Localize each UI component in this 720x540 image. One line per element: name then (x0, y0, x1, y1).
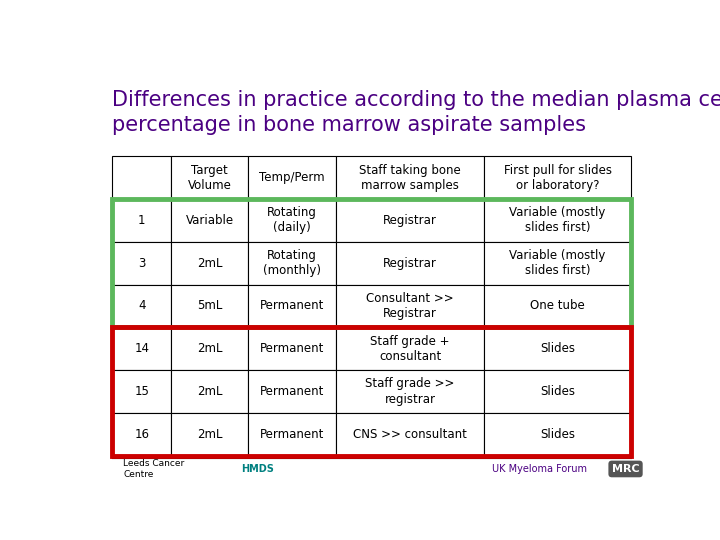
Bar (248, 199, 336, 242)
Text: Rotating
(monthly): Rotating (monthly) (264, 249, 321, 277)
Text: Slides: Slides (540, 428, 575, 441)
Bar (112, 242, 171, 285)
Text: Leeds Cancer
Centre: Leeds Cancer Centre (124, 459, 185, 478)
Bar (336, 242, 484, 285)
Text: 16: 16 (135, 428, 149, 441)
Text: 2mL: 2mL (197, 385, 222, 398)
Bar (112, 199, 171, 242)
Text: Staff grade +
consultant: Staff grade + consultant (370, 335, 450, 363)
Text: Permanent: Permanent (260, 300, 325, 313)
Bar (484, 285, 631, 327)
Text: MRC: MRC (612, 464, 639, 474)
Text: 3: 3 (138, 256, 145, 269)
Text: Permanent: Permanent (260, 385, 325, 398)
Bar (248, 370, 336, 413)
Bar (336, 285, 484, 327)
Bar (336, 327, 484, 370)
Bar (336, 413, 484, 456)
Bar (171, 370, 248, 413)
Bar (112, 199, 631, 327)
Text: 2mL: 2mL (197, 428, 222, 441)
Text: Variable (mostly
slides first): Variable (mostly slides first) (509, 206, 606, 234)
Bar (484, 199, 631, 242)
Text: Permanent: Permanent (260, 342, 325, 355)
Bar (171, 199, 248, 242)
Bar (248, 242, 336, 285)
Bar (112, 285, 171, 327)
Bar (336, 199, 484, 242)
Bar (484, 156, 631, 199)
Text: Target
Volume: Target Volume (188, 164, 232, 192)
Text: 15: 15 (135, 385, 149, 398)
Bar (171, 156, 248, 199)
Bar (336, 370, 484, 413)
Bar (484, 413, 631, 456)
Text: CNS >> consultant: CNS >> consultant (354, 428, 467, 441)
Bar (112, 370, 171, 413)
Text: 1: 1 (138, 214, 145, 227)
Text: Staff grade >>
registrar: Staff grade >> registrar (366, 377, 455, 406)
Text: 5mL: 5mL (197, 300, 222, 313)
Bar (171, 413, 248, 456)
Bar (248, 413, 336, 456)
Bar (248, 327, 336, 370)
Bar (112, 156, 171, 199)
Text: 2mL: 2mL (197, 342, 222, 355)
Text: Slides: Slides (540, 385, 575, 398)
Bar (248, 156, 336, 199)
Bar (171, 327, 248, 370)
Text: Temp/Perm: Temp/Perm (259, 171, 325, 184)
Bar (484, 370, 631, 413)
Text: Variable: Variable (186, 214, 234, 227)
Text: HMDS: HMDS (240, 464, 274, 474)
Bar (112, 327, 631, 456)
Bar (112, 327, 171, 370)
Text: Slides: Slides (540, 342, 575, 355)
Text: Staff taking bone
marrow samples: Staff taking bone marrow samples (359, 164, 461, 192)
Text: Registrar: Registrar (383, 214, 437, 227)
Bar (484, 327, 631, 370)
Text: One tube: One tube (530, 300, 585, 313)
Text: Consultant >>
Registrar: Consultant >> Registrar (366, 292, 454, 320)
Text: Permanent: Permanent (260, 428, 325, 441)
Text: UK Myeloma Forum: UK Myeloma Forum (492, 464, 587, 474)
Bar (336, 156, 484, 199)
Text: 14: 14 (135, 342, 149, 355)
Bar (171, 242, 248, 285)
Text: Rotating
(daily): Rotating (daily) (267, 206, 317, 234)
Text: Variable (mostly
slides first): Variable (mostly slides first) (509, 249, 606, 277)
Text: Differences in practice according to the median plasma cell
percentage in bone m: Differences in practice according to the… (112, 90, 720, 134)
Text: First pull for slides
or laboratory?: First pull for slides or laboratory? (503, 164, 611, 192)
Bar (112, 413, 171, 456)
Bar (484, 242, 631, 285)
Bar (248, 285, 336, 327)
Text: 4: 4 (138, 300, 145, 313)
Bar (171, 285, 248, 327)
Text: 2mL: 2mL (197, 256, 222, 269)
Text: Registrar: Registrar (383, 256, 437, 269)
